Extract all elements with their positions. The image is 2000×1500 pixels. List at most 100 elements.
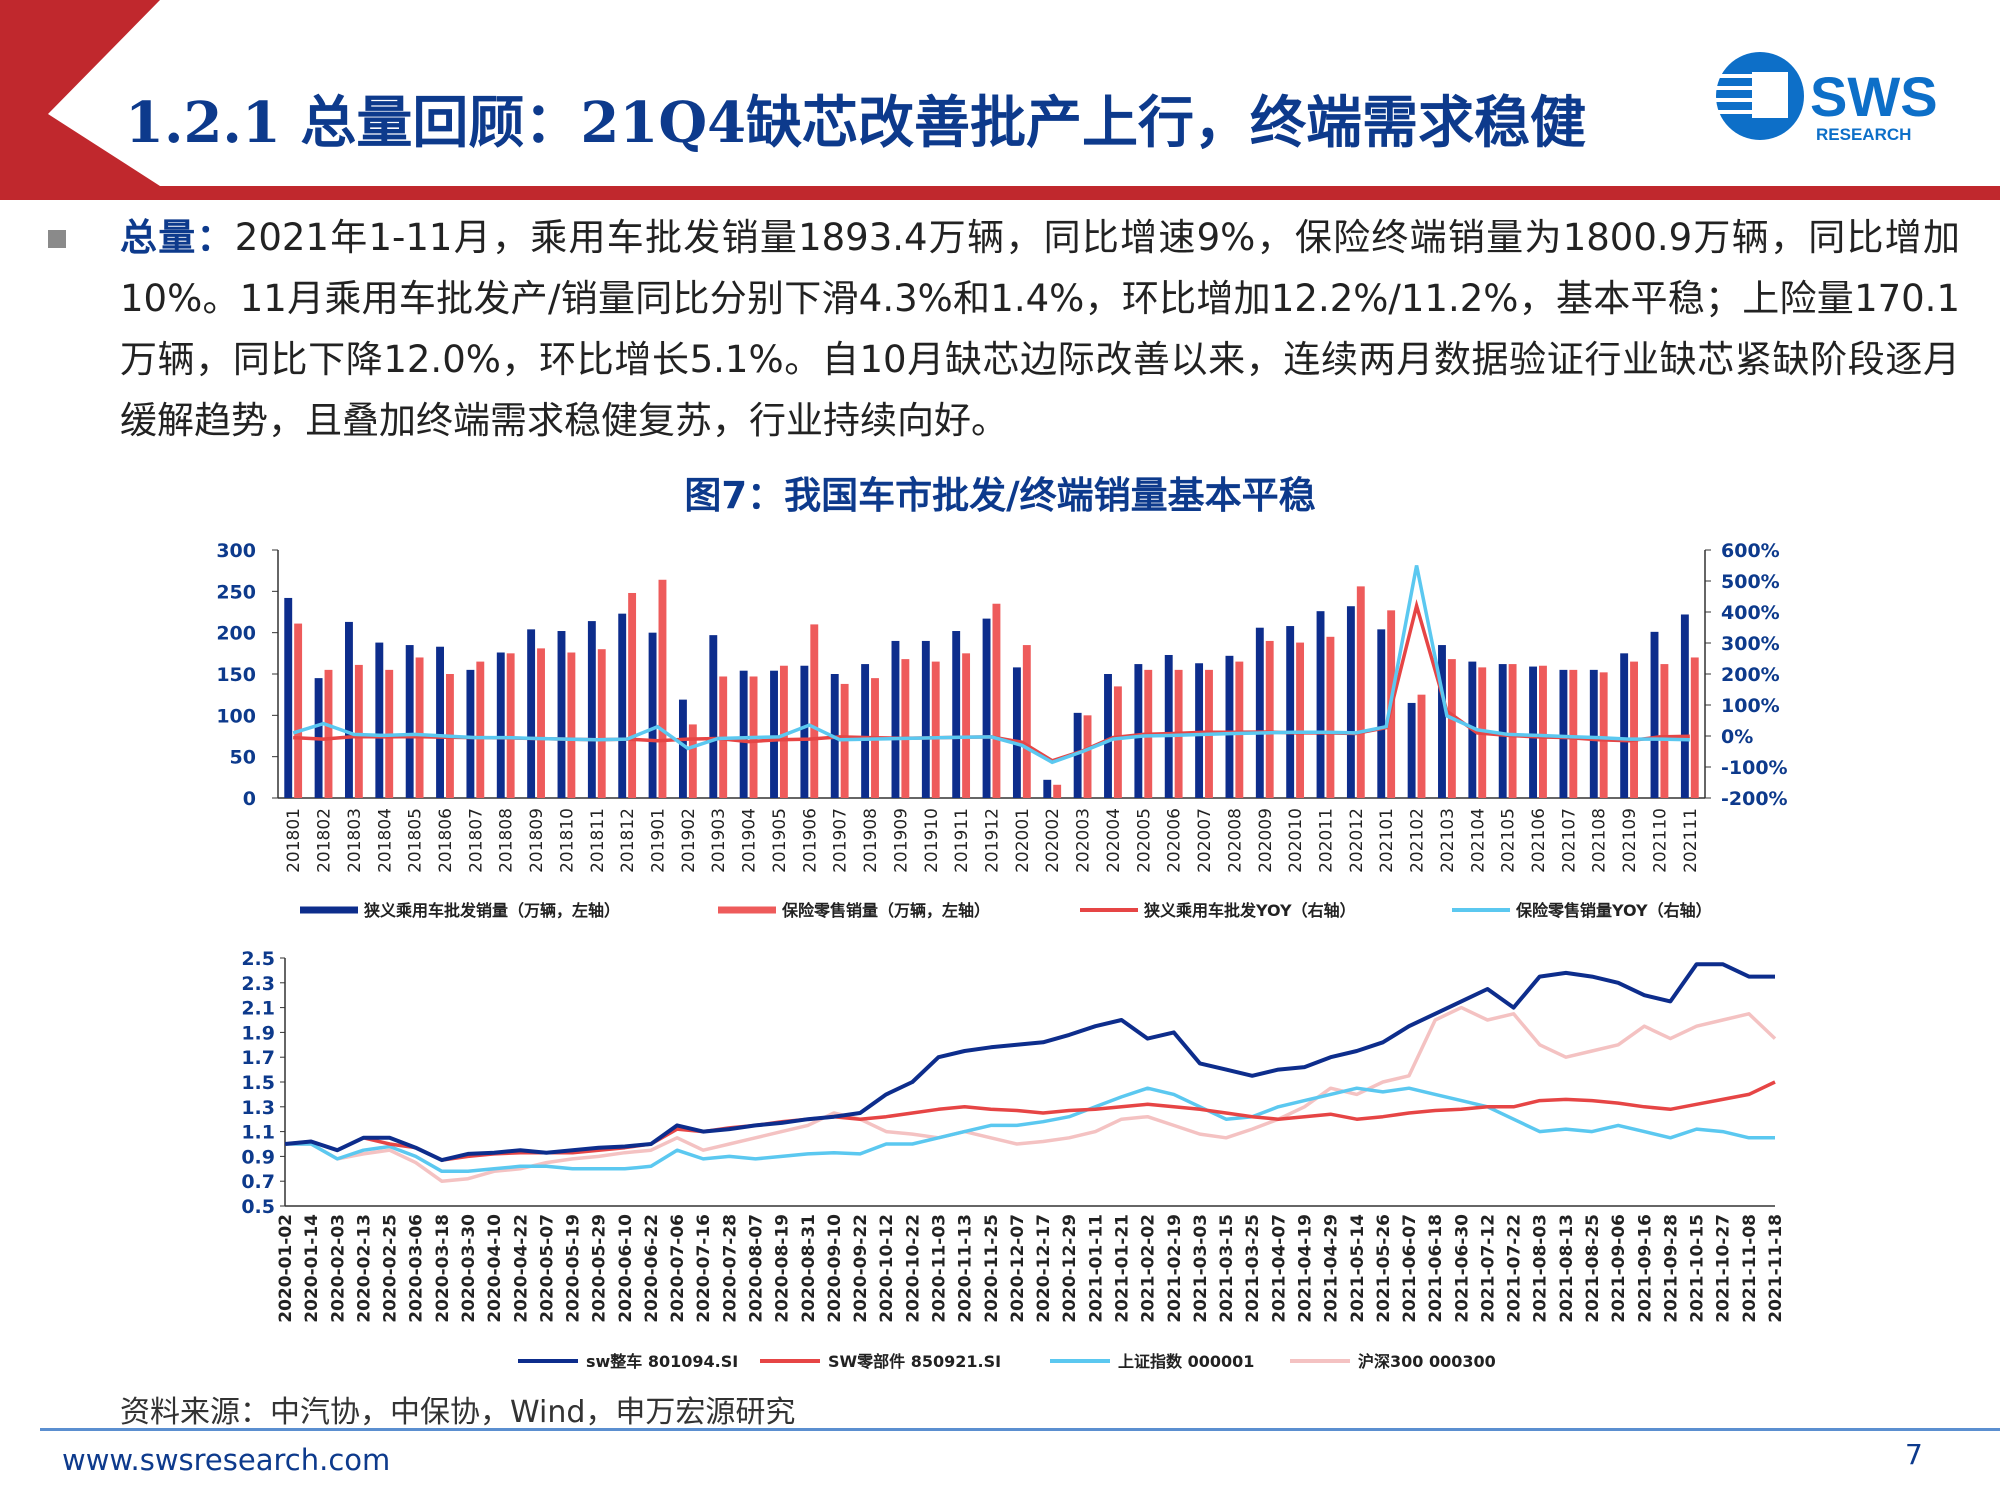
bar [982, 618, 991, 798]
x-tick-label: 2020-04-22 [511, 1214, 531, 1323]
x-tick-label: 202003 [1074, 808, 1094, 873]
x-tick-label: 2021-01-21 [1112, 1214, 1132, 1323]
y-tick-right: -200% [1721, 788, 1788, 810]
bar [466, 669, 475, 798]
bar [1225, 655, 1234, 798]
index-line-chart: 2.52.32.11.91.71.51.31.10.90.70.52020-01… [241, 948, 1786, 1371]
y-tick: 0.7 [241, 1171, 275, 1193]
x-tick-label: 201908 [861, 808, 881, 873]
x-tick-label: 2020-03-30 [459, 1214, 479, 1323]
x-tick-label: 202109 [1620, 808, 1640, 873]
y-tick-right: 0% [1721, 726, 1753, 748]
x-tick-label: 201905 [770, 808, 790, 873]
bar [1235, 661, 1244, 798]
y-tick: 0.5 [241, 1196, 275, 1218]
x-tick-label: 201808 [497, 808, 517, 873]
bar [567, 652, 576, 798]
x-tick-label: 202006 [1165, 808, 1185, 873]
bar [324, 669, 333, 798]
y-tick-right: 500% [1721, 571, 1780, 593]
x-tick-label: 202011 [1316, 808, 1336, 873]
y-tick: 1.3 [241, 1097, 275, 1119]
bar [375, 642, 384, 798]
page-number: 7 [1905, 1438, 1923, 1471]
page-title: 1.2.1 总量回顾：21Q4缺芯改善批产上行，终端需求稳健 [125, 90, 1587, 156]
series-line [285, 1005, 1777, 1183]
bar [688, 724, 697, 798]
y-tick-left: 250 [216, 581, 256, 603]
bar [1316, 611, 1325, 798]
bar [1417, 694, 1426, 798]
x-tick-label: 201811 [588, 808, 608, 873]
x-tick-label: 2020-12-29 [1060, 1214, 1080, 1323]
x-tick-label: 2020-06-22 [642, 1214, 662, 1323]
y-tick-left: 300 [216, 540, 256, 562]
bar [1569, 669, 1578, 798]
bar [658, 579, 667, 798]
x-tick-label: 2020-07-16 [694, 1214, 714, 1323]
bar [1286, 626, 1295, 798]
x-tick-label: 201911 [952, 808, 972, 873]
series-line [284, 1080, 1776, 1162]
bar [506, 653, 515, 798]
legend-label: 沪深300 000300 [1358, 1352, 1496, 1371]
bar [1690, 657, 1699, 798]
x-tick-label: 2020-02-13 [354, 1214, 374, 1323]
bar [1113, 686, 1122, 798]
y-tick-right: 100% [1721, 695, 1780, 717]
bar [1083, 715, 1092, 798]
bar [628, 592, 637, 798]
x-tick-label: 201901 [649, 808, 669, 873]
series-line [285, 1086, 1775, 1174]
y-tick: 2.3 [241, 973, 275, 995]
x-tick-label: 202004 [1104, 808, 1124, 873]
bar [1407, 702, 1416, 798]
bar [1326, 636, 1335, 798]
footer-rule [40, 1428, 2000, 1431]
bar [1022, 645, 1031, 798]
bar [709, 635, 718, 798]
x-tick-label: 2020-11-03 [930, 1214, 950, 1323]
x-tick-label: 201812 [618, 808, 638, 873]
bar [496, 652, 505, 798]
y-tick-right: 600% [1721, 540, 1780, 562]
x-tick-label: 2021-09-28 [1661, 1214, 1681, 1323]
bar [436, 646, 444, 798]
x-tick-label: 202007 [1195, 808, 1215, 873]
x-tick-label: 2021-01-11 [1086, 1214, 1106, 1323]
bar [1012, 667, 1021, 798]
x-tick-label: 2021-03-15 [1217, 1214, 1237, 1323]
bar [810, 624, 819, 798]
footer-url[interactable]: www.swsresearch.com [62, 1443, 391, 1477]
x-tick-label: 2021-10-27 [1714, 1214, 1734, 1323]
x-tick-label: 202111 [1681, 808, 1701, 873]
y-tick: 0.9 [241, 1146, 275, 1168]
series-line [284, 962, 1775, 1163]
x-tick-label: 201912 [983, 808, 1003, 873]
x-tick-label: 2020-01-14 [302, 1214, 322, 1323]
bar [891, 640, 900, 798]
x-tick-label: 2021-06-07 [1400, 1214, 1420, 1323]
x-tick-label: 2020-07-06 [668, 1214, 688, 1323]
sales-bar-chart: 300 250 200 150 100 50 0 600% 500% 400% 300% 200% 10… [216, 540, 1788, 920]
y-tick: 1.1 [241, 1122, 275, 1144]
bar [779, 665, 788, 798]
x-tick-label: 201807 [466, 808, 486, 873]
bar [1650, 631, 1659, 798]
bar [739, 670, 748, 798]
series-line [292, 565, 1690, 765]
x-tick-label: 2021-04-07 [1269, 1214, 1289, 1323]
bar [405, 645, 414, 798]
x-tick-label: 202001 [1013, 808, 1033, 873]
bar [931, 661, 940, 798]
x-tick-label: 2021-09-16 [1635, 1214, 1655, 1323]
x-tick-label: 2021-08-13 [1557, 1214, 1577, 1323]
bar [648, 632, 657, 798]
bar [1356, 586, 1365, 798]
bar [952, 631, 961, 798]
bar [1630, 661, 1638, 798]
legend-label: 保险零售销量（万辆，左轴） [781, 901, 990, 920]
bar [1508, 664, 1517, 798]
legend-label: 上证指数 000001 [1118, 1352, 1254, 1371]
y-tick: 1.5 [241, 1072, 275, 1094]
